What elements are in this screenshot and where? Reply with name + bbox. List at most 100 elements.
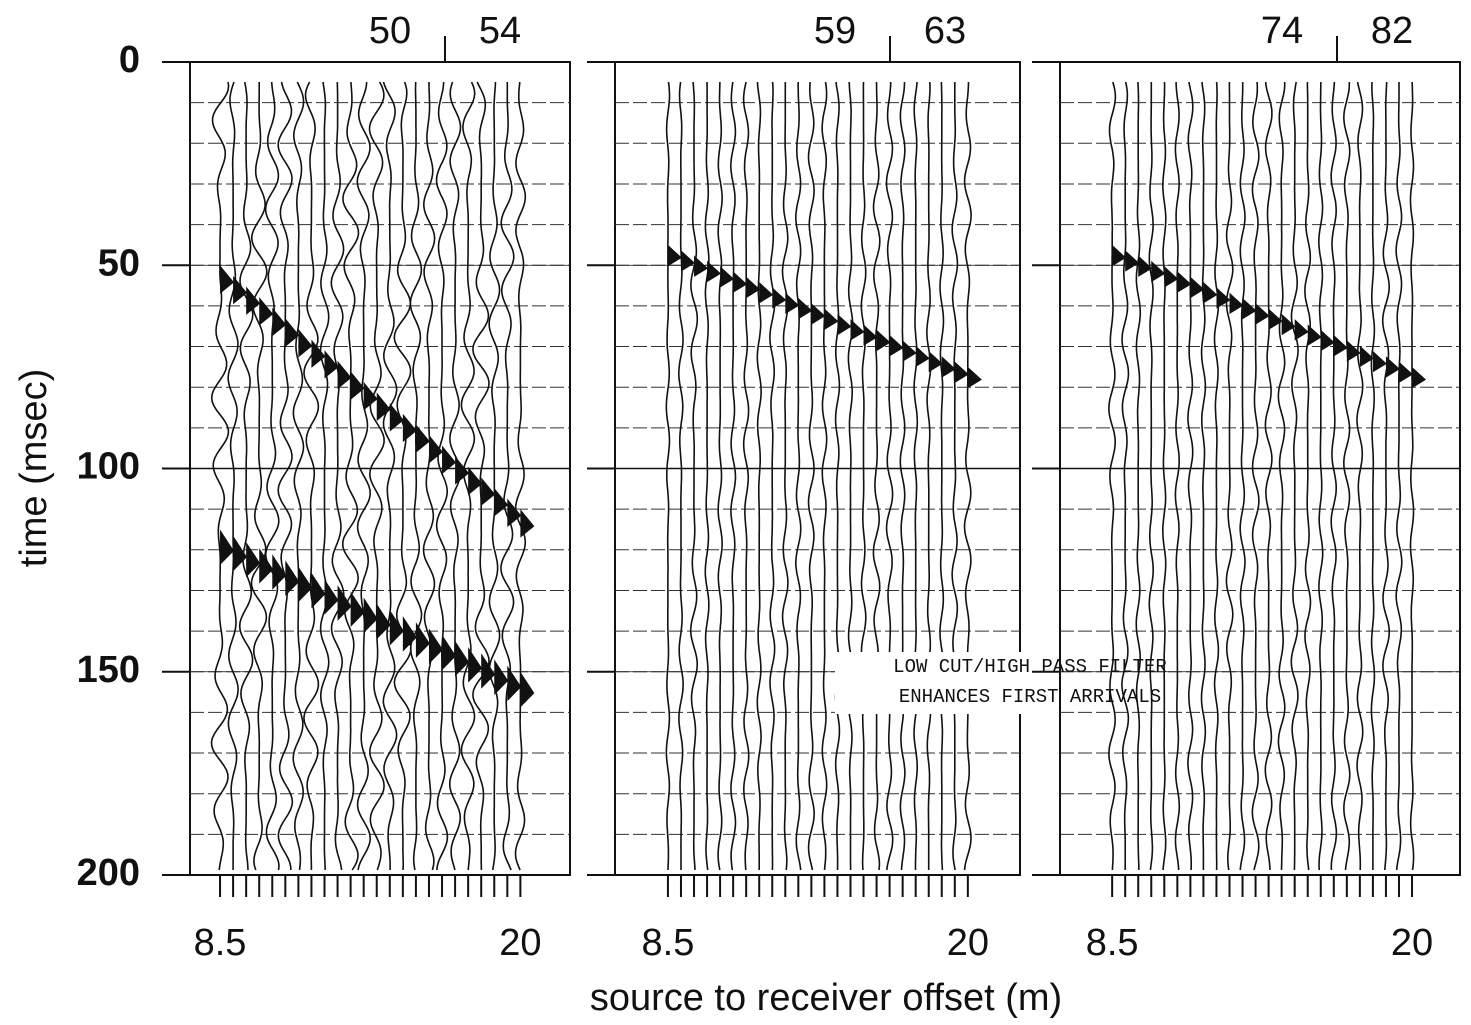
event-lobe: [507, 665, 522, 702]
event-lobe: [468, 466, 483, 496]
trace: [1135, 81, 1142, 870]
event-lobe: [1216, 287, 1231, 309]
event-lobe: [824, 308, 839, 330]
trace: [1356, 81, 1364, 871]
event-lobe: [746, 276, 761, 299]
event-lobe: [468, 647, 483, 683]
event-lobe: [1281, 313, 1296, 336]
trace: [382, 81, 398, 870]
record-label: 63: [924, 10, 966, 52]
event-lobe: [233, 275, 248, 305]
event-lobe: [902, 340, 917, 362]
x-tick-label: 20: [947, 922, 989, 964]
annotation: LOW CUT/HIGH PASS FILTER: [893, 656, 1167, 678]
record-label: 82: [1371, 10, 1413, 52]
event-lobe: [481, 653, 496, 689]
annotation-bg: [835, 652, 1225, 714]
event-lobe: [1398, 361, 1413, 383]
event-lobe: [694, 255, 709, 277]
event-lobe: [941, 356, 956, 378]
trace: [951, 82, 959, 871]
event-lobe: [759, 282, 774, 304]
event-lobe: [1320, 329, 1335, 352]
y-tick-label: 100: [77, 446, 140, 488]
trace: [872, 81, 881, 871]
event-lobe: [798, 297, 813, 320]
trace: [409, 81, 423, 871]
trace: [860, 81, 867, 871]
trace: [717, 81, 724, 871]
event-lobe: [350, 591, 365, 627]
event-lobe: [350, 371, 365, 400]
event-lobe: [415, 424, 430, 453]
trace: [689, 81, 699, 871]
x-tick-label: 8.5: [642, 922, 695, 964]
trace: [1213, 81, 1220, 871]
event-lobe: [1333, 335, 1348, 357]
trace: [1108, 81, 1117, 871]
event-lobe: [246, 541, 261, 578]
event-lobe: [667, 244, 682, 267]
trace: [303, 81, 320, 870]
trace: [1239, 82, 1246, 871]
trace: [729, 81, 737, 871]
event-lobe: [1151, 260, 1166, 283]
event-lobe: [1412, 366, 1427, 389]
event-lobe: [259, 297, 274, 326]
trace: [264, 81, 280, 871]
record-label: 59: [814, 10, 856, 52]
y-axis-title: time (msec): [13, 369, 55, 567]
event-lobe: [928, 350, 943, 373]
trace: [756, 81, 762, 870]
y-tick-label: 50: [98, 242, 140, 284]
y-tick-label: 200: [77, 852, 140, 894]
event-lobe: [1307, 324, 1322, 346]
trace: [1342, 82, 1351, 871]
trace: [472, 81, 490, 871]
event-lobe: [520, 671, 535, 708]
event-lobe: [1190, 276, 1205, 299]
event-lobe: [1229, 292, 1244, 314]
event-lobe: [1346, 340, 1361, 362]
event-lobe: [455, 456, 470, 485]
trace: [1225, 82, 1234, 871]
trace: [1277, 82, 1286, 871]
event-lobe: [811, 303, 826, 325]
event-lobe: [520, 509, 535, 538]
trace: [319, 81, 330, 871]
event-lobe: [1372, 350, 1387, 373]
trace: [1290, 81, 1299, 871]
trace: [665, 81, 671, 871]
trace: [238, 81, 254, 871]
trace: [677, 81, 684, 870]
trace: [393, 81, 412, 871]
event-lobe: [337, 585, 352, 621]
trace: [488, 81, 501, 871]
trace: [1317, 82, 1324, 871]
trace: [807, 81, 816, 871]
trace: [899, 81, 906, 871]
trace: [435, 81, 449, 871]
event-lobe: [298, 566, 313, 603]
trace: [1264, 81, 1273, 871]
event-lobe: [220, 265, 235, 294]
trace: [1370, 81, 1376, 870]
event-lobe: [1242, 297, 1257, 320]
event-lobe: [220, 529, 235, 566]
event-lobe: [707, 260, 722, 283]
y-tick-label: 0: [119, 39, 140, 81]
trace: [1251, 81, 1260, 871]
event-lobe: [324, 578, 339, 615]
x-axis-title: source to receiver offset (m): [590, 977, 1062, 1019]
event-lobe: [272, 554, 287, 590]
event-lobe: [402, 616, 417, 652]
trace: [1148, 82, 1155, 871]
event-lobe: [324, 350, 339, 379]
event-lobe: [1359, 345, 1374, 368]
event-lobe: [967, 366, 982, 389]
event-lobe: [1294, 319, 1309, 341]
y-tick-label: 150: [77, 649, 140, 691]
x-tick-label: 8.5: [1086, 922, 1139, 964]
